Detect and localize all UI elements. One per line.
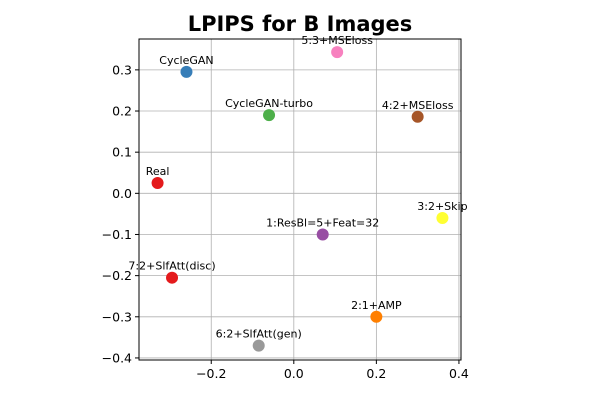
x-tick-label: 0.2 xyxy=(366,366,386,381)
data-point-label: 4:2+MSEloss xyxy=(382,99,454,112)
data-point xyxy=(166,271,179,284)
data-point-label: 3:2+Skip xyxy=(417,200,467,213)
y-tick-label: −0.3 xyxy=(102,309,132,324)
x-tick-label: 0.4 xyxy=(449,366,469,381)
axis-ticks: −0.2 0.0 0.2 0.4 −0.4 −0.3 −0.2 −0.1 0.0 0.1 0.2 0.… xyxy=(102,62,469,381)
grid-lines xyxy=(139,39,461,360)
data-point xyxy=(436,212,449,225)
y-tick-label: −0.2 xyxy=(102,268,132,283)
x-tick-label: 0.0 xyxy=(284,366,304,381)
data-point xyxy=(180,65,193,78)
chart-title: LPIPS for B Images xyxy=(188,12,413,36)
plot-frame xyxy=(138,38,462,361)
data-point-label: 6:2+SlfAtt(gen) xyxy=(216,328,302,341)
data-point-label: CycleGAN xyxy=(159,54,213,67)
y-tick-label: −0.4 xyxy=(102,350,132,365)
data-point-label: 1:ResBl=5+Feat=32 xyxy=(266,216,379,229)
data-point xyxy=(263,109,276,122)
data-point-label: 2:1+AMP xyxy=(351,299,402,312)
y-tick-label: 0.1 xyxy=(112,145,132,160)
data-point xyxy=(316,228,329,241)
data-point xyxy=(252,339,265,352)
data-point xyxy=(411,110,424,123)
y-tick-label: 0.2 xyxy=(112,104,132,119)
data-point-label: 7:2+SlfAtt(disc) xyxy=(128,260,215,273)
data-point-label: 5:3+MSEloss xyxy=(301,34,373,47)
data-point xyxy=(331,46,344,59)
data-point-label: Real xyxy=(146,165,170,178)
data-point-label: CycleGAN-turbo xyxy=(225,97,313,110)
data-point xyxy=(370,310,383,323)
data-point xyxy=(151,177,164,190)
data-points: CycleGAN 5:3+MSEloss CycleGAN-turbo 4:2+MSE… xyxy=(128,34,468,352)
y-tick-label: 0.3 xyxy=(112,62,132,77)
y-tick-label: 0.0 xyxy=(112,186,132,201)
y-tick-label: −0.1 xyxy=(102,227,132,242)
x-tick-label: −0.2 xyxy=(196,366,226,381)
